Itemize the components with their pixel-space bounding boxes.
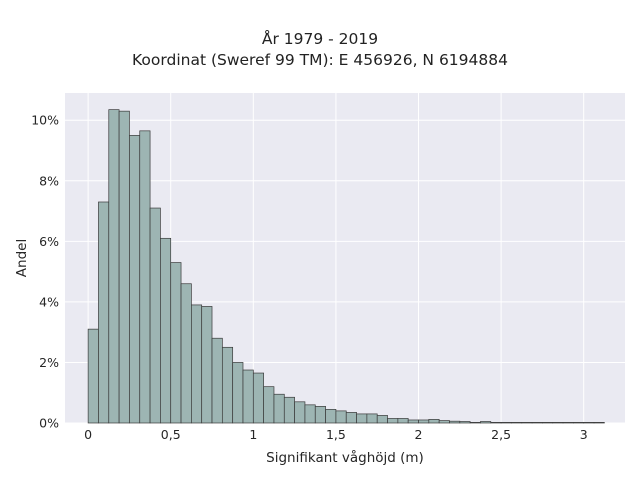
histogram-bar (469, 422, 481, 424)
histogram-bar (201, 306, 213, 424)
y-axis-ticks: 0% 2% 4% 6% 8% 10% (31, 113, 59, 431)
histogram-bar (149, 207, 161, 424)
histogram-bar (191, 304, 203, 424)
x-tick-label: 1 (249, 427, 257, 442)
y-tick-label: 8% (39, 173, 59, 188)
histogram-bar (180, 283, 192, 424)
histogram-bar (366, 413, 378, 424)
histogram-bar (418, 419, 430, 424)
histogram-bar (129, 135, 141, 424)
x-tick-label: 1,5 (326, 427, 346, 442)
histogram-bar (480, 421, 492, 424)
x-axis-label: Signifikant våghöjd (m) (266, 449, 424, 466)
histogram-bar (87, 328, 99, 424)
x-tick-label: 3 (580, 427, 588, 442)
histogram-bar (490, 422, 502, 424)
histogram-bar (583, 422, 595, 424)
histogram-bar (325, 409, 337, 424)
histogram-bar (511, 422, 523, 424)
histogram-bar (356, 413, 368, 424)
histogram-bar (562, 422, 574, 424)
histogram-bar (221, 346, 234, 424)
histogram-bar (118, 110, 130, 424)
histogram-bar (335, 410, 347, 424)
y-tick-label: 6% (39, 234, 59, 249)
x-axis-ticks: 0 0,5 1 1,5 2 2,5 3 (84, 427, 588, 442)
chart-title-line2: Koordinat (Sweref 99 TM): E 456926, N 61… (132, 51, 508, 69)
histogram-bar (211, 337, 223, 424)
histogram-bar (542, 422, 554, 424)
y-tick-label: 10% (31, 113, 59, 128)
histogram-bar (438, 420, 450, 424)
histogram-bar (283, 396, 295, 424)
histogram-bar (428, 419, 440, 424)
histogram-bar (573, 422, 585, 424)
histogram-bar (387, 418, 399, 424)
histogram-bar (98, 201, 110, 424)
histogram-bar (160, 237, 172, 424)
y-tick-label: 2% (39, 355, 59, 370)
x-tick-label: 2,5 (491, 427, 511, 442)
histogram-bar (232, 362, 244, 424)
histogram-bars (87, 109, 605, 424)
histogram-bar (242, 369, 254, 424)
histogram-bar (263, 386, 275, 424)
histogram-bar (407, 419, 419, 424)
histogram-bar (449, 420, 461, 424)
histogram-bar (294, 401, 306, 424)
histogram-bar (521, 422, 533, 424)
histogram-bar (397, 418, 409, 424)
histogram-bar (139, 130, 151, 424)
y-tick-label: 0% (39, 416, 59, 431)
histogram-bar (459, 421, 471, 424)
chart-title-line1: År 1979 - 2019 (261, 30, 379, 48)
histogram-bar (376, 415, 388, 424)
histogram-bar (108, 109, 120, 424)
histogram-bar (304, 404, 316, 424)
histogram-bar (552, 422, 564, 424)
histogram-bar (252, 372, 264, 424)
y-axis-label: Andel (14, 239, 30, 277)
histogram-bar (314, 405, 326, 424)
histogram-bar (273, 393, 285, 424)
histogram-bar (593, 422, 605, 424)
x-tick-label: 0 (84, 427, 92, 442)
y-tick-label: 4% (39, 294, 59, 309)
histogram-bar (170, 262, 182, 424)
histogram-bar (531, 422, 543, 424)
x-tick-label: 0,5 (161, 427, 181, 442)
histogram-bar (345, 412, 357, 424)
x-tick-label: 2 (415, 427, 423, 442)
histogram-bar (500, 422, 512, 424)
